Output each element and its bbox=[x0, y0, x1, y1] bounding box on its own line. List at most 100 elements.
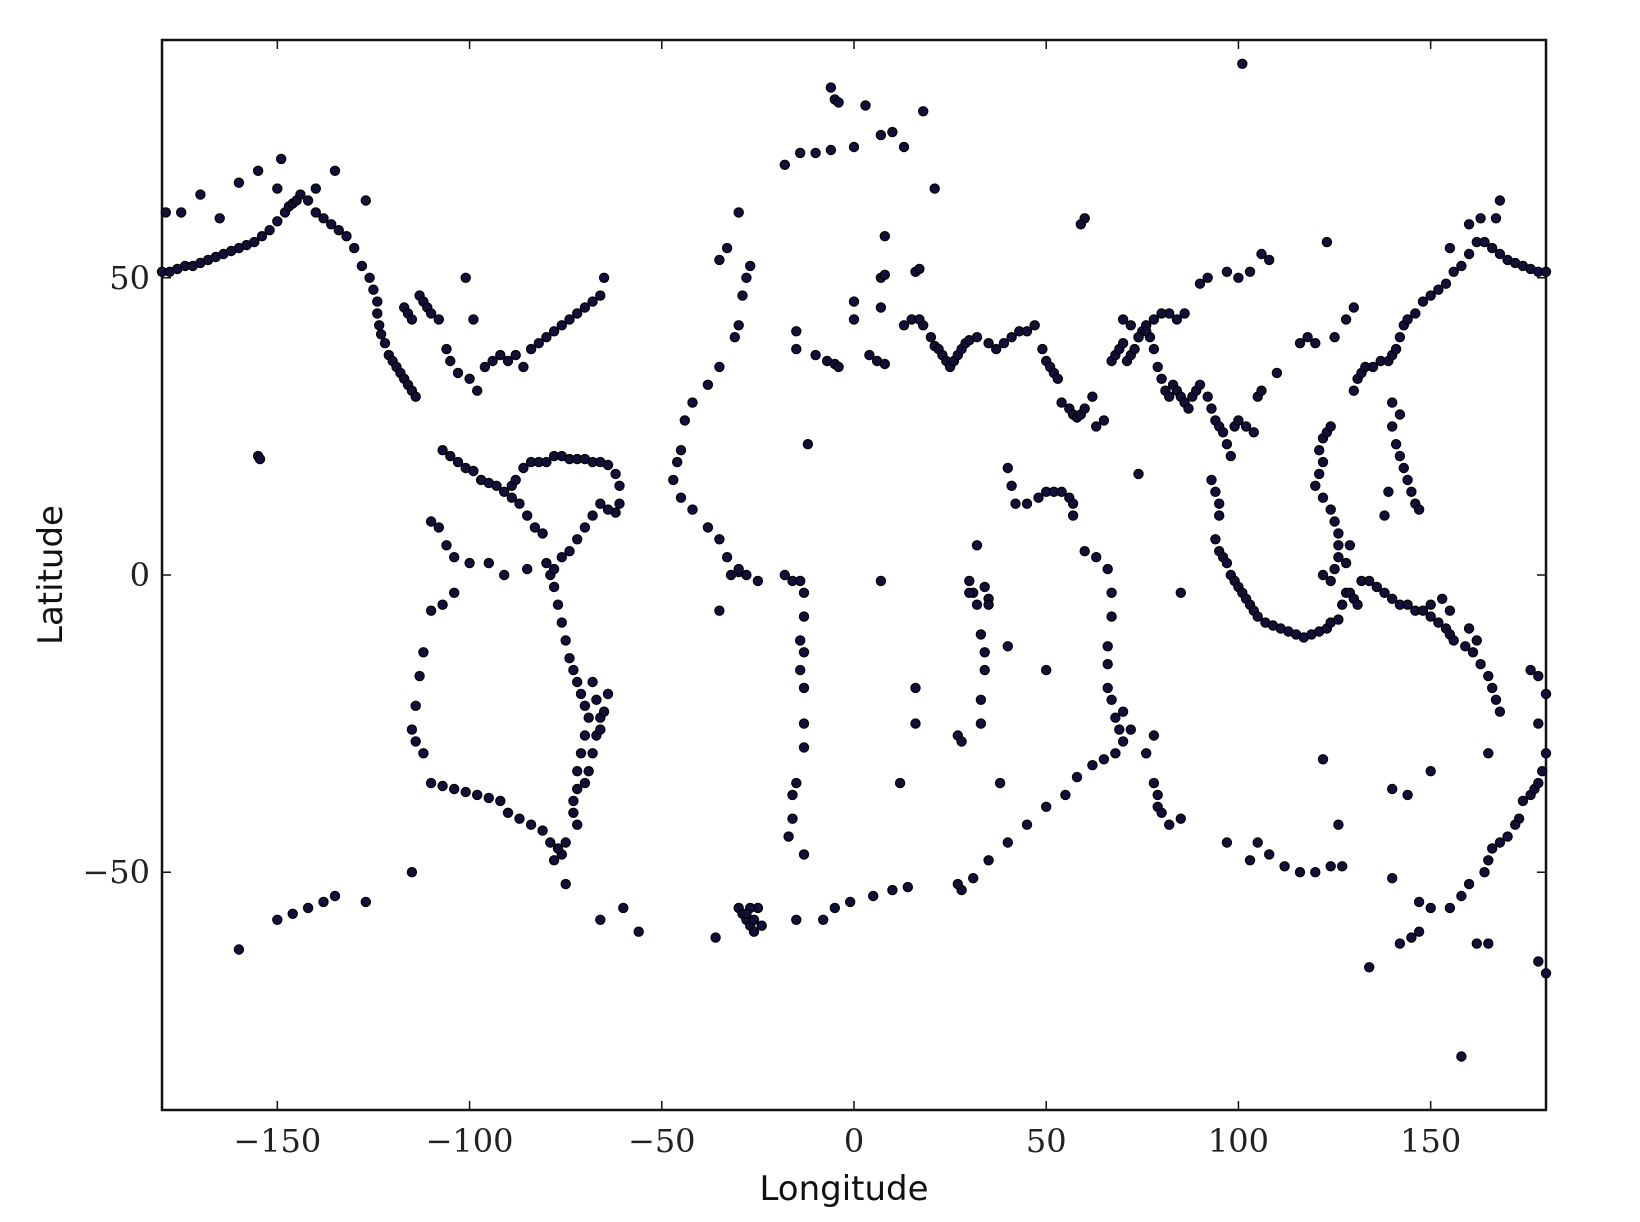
scatter-point bbox=[276, 153, 287, 165]
scatter-point bbox=[1102, 659, 1113, 670]
scatter-point bbox=[406, 867, 418, 878]
scatter-point bbox=[406, 724, 418, 735]
scatter-point bbox=[737, 290, 748, 301]
scatter-point bbox=[1202, 391, 1213, 402]
scatter-point bbox=[1336, 599, 1348, 610]
scatter-point bbox=[791, 777, 802, 789]
scatter-point bbox=[825, 144, 837, 156]
scatter-point bbox=[918, 320, 929, 331]
scatter-point bbox=[368, 284, 379, 295]
scatter-point bbox=[1117, 706, 1129, 717]
scatter-point bbox=[864, 349, 875, 361]
scatter-point bbox=[1433, 284, 1444, 295]
scatter-point bbox=[1221, 439, 1233, 450]
scatter-point bbox=[1348, 302, 1360, 313]
scatter-point bbox=[406, 314, 418, 325]
scatter-point bbox=[1156, 807, 1167, 819]
scatter-point bbox=[983, 855, 994, 866]
scatter-point bbox=[1148, 777, 1160, 789]
scatter-point bbox=[1194, 379, 1206, 390]
scatter-point bbox=[587, 676, 598, 688]
scatter-point bbox=[1152, 361, 1163, 373]
scatter-point bbox=[1333, 540, 1344, 551]
scatter-point bbox=[1467, 647, 1479, 658]
scatter-point bbox=[798, 742, 810, 753]
scatter-point bbox=[1325, 504, 1336, 515]
scatter-point bbox=[333, 224, 344, 236]
y-axis-label: Latitude bbox=[31, 505, 71, 645]
scatter-point bbox=[748, 926, 760, 937]
scatter-point bbox=[848, 296, 860, 307]
scatter-point bbox=[791, 326, 802, 337]
scatter-point bbox=[1448, 266, 1459, 277]
scatter-point bbox=[272, 183, 283, 194]
scatter-point bbox=[495, 795, 506, 807]
scatter-point bbox=[1102, 563, 1113, 575]
scatter-point bbox=[495, 349, 506, 361]
scatter-point bbox=[548, 326, 560, 337]
scatter-point bbox=[572, 534, 583, 545]
scatter-point bbox=[1363, 962, 1375, 973]
scatter-point bbox=[1413, 896, 1425, 908]
scatter-point bbox=[499, 486, 510, 497]
scatter-point bbox=[491, 480, 502, 491]
scatter-point bbox=[1256, 248, 1267, 260]
scatter-point bbox=[233, 944, 245, 955]
scatter-point bbox=[568, 807, 579, 819]
scatter-point bbox=[375, 329, 387, 340]
scatter-point bbox=[341, 230, 352, 242]
scatter-point bbox=[879, 269, 891, 280]
scatter-point bbox=[329, 165, 341, 176]
scatter-point bbox=[295, 189, 306, 200]
scatter-point bbox=[522, 510, 533, 521]
scatter-point bbox=[1021, 819, 1033, 830]
scatter-point bbox=[618, 902, 629, 914]
scatter-point bbox=[472, 789, 483, 801]
scatter-point bbox=[364, 272, 375, 283]
scatter-point bbox=[925, 332, 937, 343]
scatter-point bbox=[918, 106, 929, 117]
scatter-point bbox=[302, 902, 314, 914]
scatter-point bbox=[583, 766, 594, 777]
scatter-point bbox=[1021, 498, 1033, 509]
scatter-point bbox=[1163, 819, 1175, 830]
scatter-point bbox=[579, 302, 591, 313]
scatter-point bbox=[568, 795, 579, 807]
scatter-point bbox=[1413, 926, 1425, 937]
scatter-point bbox=[518, 361, 529, 373]
scatter-point bbox=[1252, 611, 1263, 622]
scatter-point bbox=[1071, 771, 1083, 783]
scatter-point bbox=[1433, 617, 1444, 628]
scatter-point bbox=[510, 474, 521, 486]
scatter-point bbox=[1213, 510, 1225, 521]
scatter-point bbox=[1002, 837, 1014, 848]
scatter-point bbox=[1325, 421, 1336, 432]
scatter-point bbox=[1333, 819, 1344, 830]
scatter-point bbox=[572, 819, 583, 830]
scatter-point bbox=[748, 914, 760, 926]
scatter-point bbox=[445, 355, 456, 367]
x-tick-label: −150 bbox=[233, 1122, 321, 1160]
scatter-point bbox=[560, 635, 571, 646]
scatter-point bbox=[1390, 343, 1402, 355]
scatter-point bbox=[552, 843, 564, 854]
scatter-point bbox=[379, 338, 391, 349]
scatter-point bbox=[160, 207, 171, 218]
scatter-point bbox=[868, 890, 879, 902]
scatter-point bbox=[745, 260, 756, 272]
scatter-point bbox=[1240, 421, 1252, 432]
scatter-point bbox=[879, 230, 891, 242]
scatter-point bbox=[1460, 641, 1471, 652]
scatter-point bbox=[614, 498, 625, 509]
scatter-point bbox=[1348, 385, 1360, 396]
scatter-point bbox=[1483, 938, 1494, 949]
scatter-point bbox=[579, 730, 591, 741]
scatter-point bbox=[460, 272, 471, 283]
scatter-point bbox=[1202, 272, 1213, 283]
scatter-point bbox=[1117, 736, 1129, 747]
scatter-point bbox=[798, 611, 810, 622]
scatter-point bbox=[598, 272, 610, 283]
scatter-point bbox=[1079, 546, 1090, 557]
scatter-point bbox=[1079, 403, 1090, 414]
scatter-point bbox=[1002, 641, 1014, 652]
